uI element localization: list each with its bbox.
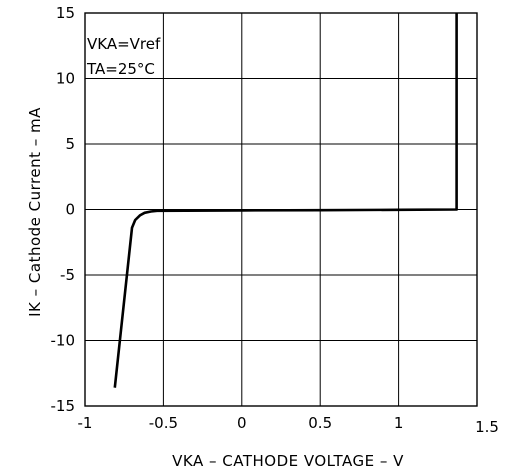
y-tick-label: -5 [60,266,75,284]
annotation-vka-vref: VKA=Vref [87,35,161,53]
y-axis-tick-labels: 15 10 5 0 -5 -10 -15 [51,4,76,415]
x-axis-label: VKA – CATHODE VOLTAGE – V [172,452,404,470]
x-tick-label: 1 [394,414,404,432]
annotation-ambient-temperature: TA=25°C [86,60,155,78]
x-tick-label: -0.5 [149,414,178,432]
y-tick-label: 5 [65,135,75,153]
plot-area-frame [84,12,478,407]
y-tick-label: 0 [65,201,75,219]
series-layer [113,13,458,388]
grid [85,13,477,406]
series-line [113,13,458,388]
y-tick-label: 10 [56,70,75,88]
x-tick-label: 0.5 [308,414,332,432]
y-tick-label: -10 [51,332,76,350]
x-tick-label: 1.5 [475,418,499,436]
y-axis-label: IK – Cathode Current – mA [26,107,44,317]
x-tick-label: 0 [237,414,247,432]
x-tick-label: -1 [78,414,93,432]
y-tick-label: 15 [56,4,75,22]
x-axis-tick-labels: -1 -0.5 0 0.5 1 1.5 [78,414,499,436]
y-tick-label: -15 [51,397,76,415]
